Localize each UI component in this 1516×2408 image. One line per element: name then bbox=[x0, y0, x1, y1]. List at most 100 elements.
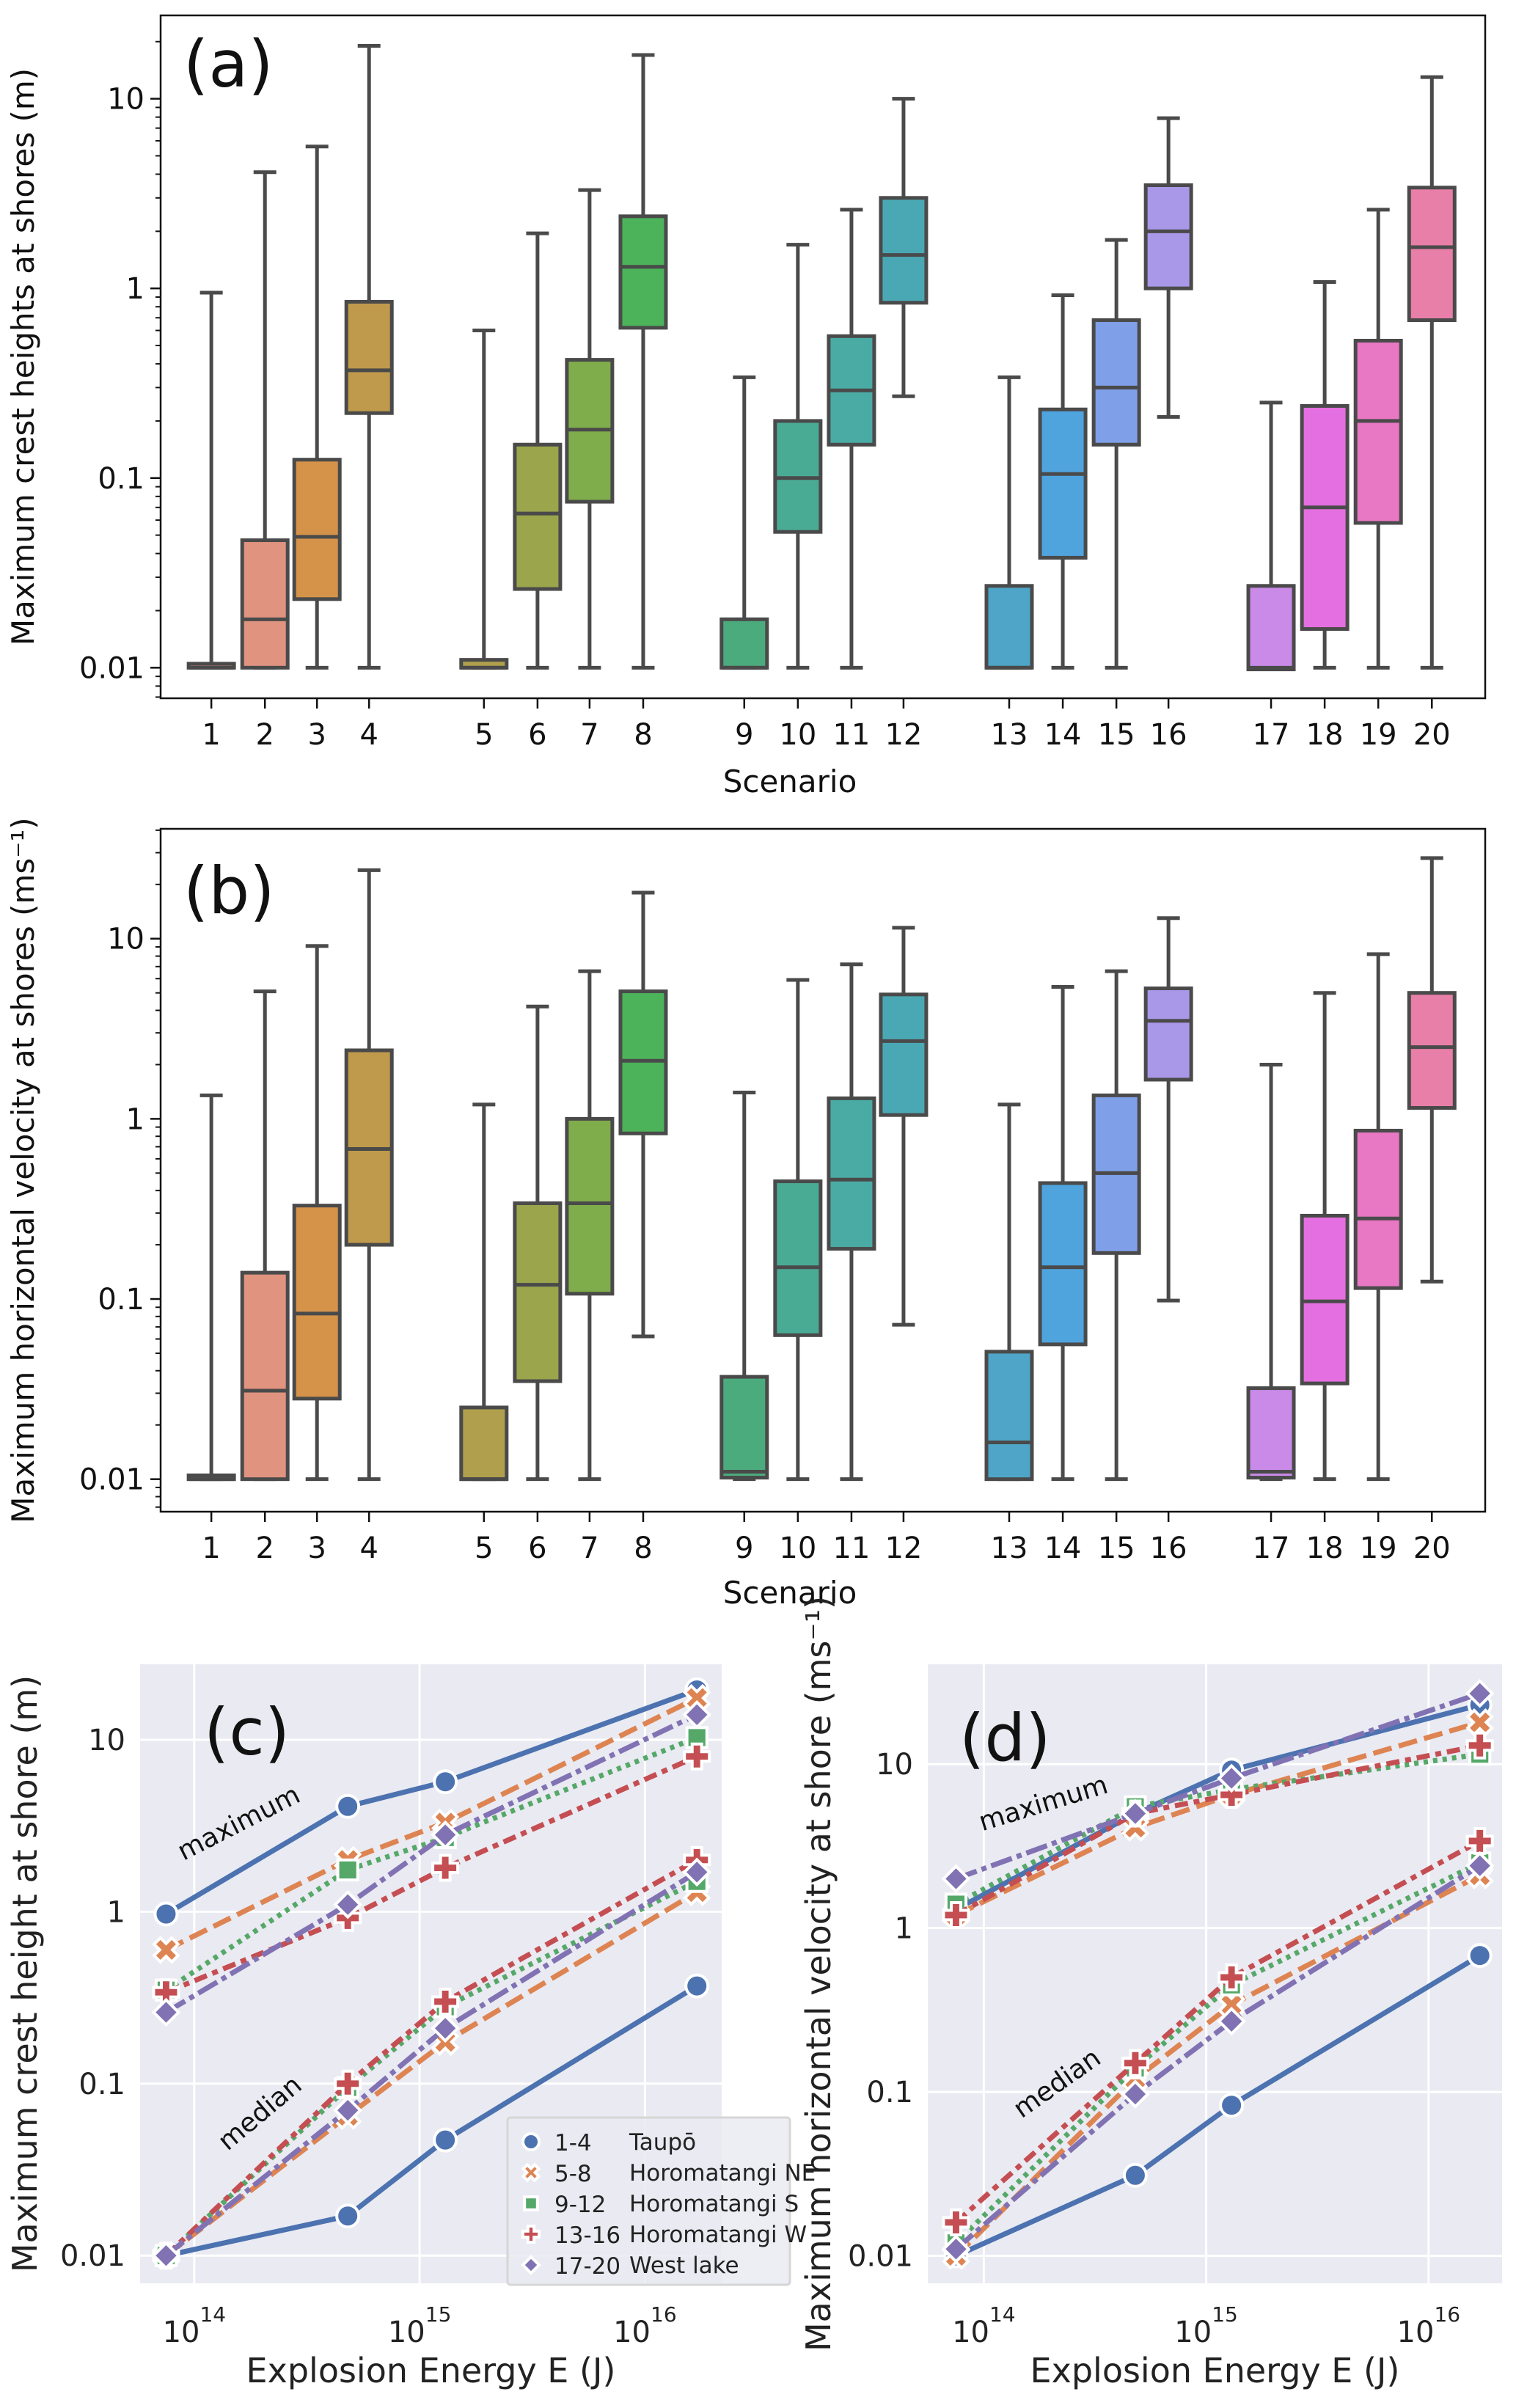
series-line bbox=[955, 1953, 1482, 2258]
x-tick-label: 19 bbox=[1360, 1531, 1397, 1565]
box-scenario-20 bbox=[1407, 856, 1457, 1284]
box bbox=[1091, 318, 1141, 447]
circle-marker bbox=[335, 2203, 361, 2229]
box bbox=[879, 992, 929, 1117]
circle-marker bbox=[153, 1901, 179, 1927]
plus-marker bbox=[683, 1742, 711, 1771]
y-tick-label: 10 bbox=[107, 83, 144, 117]
x-tick-label: 3 bbox=[307, 1531, 326, 1565]
box bbox=[513, 1201, 563, 1383]
box-scenario-7 bbox=[565, 969, 615, 1482]
box bbox=[984, 1350, 1034, 1482]
box-scenario-14 bbox=[1038, 293, 1088, 670]
x-tick-label: 7 bbox=[580, 1531, 598, 1565]
circle-marker bbox=[521, 2132, 541, 2151]
panel-label: (a) bbox=[183, 26, 274, 102]
x-tick-label: 4 bbox=[359, 718, 378, 752]
box bbox=[1038, 1181, 1088, 1347]
y-tick-label: 1 bbox=[126, 272, 144, 306]
legend-item-17-20: 17-20 West lake bbox=[521, 2253, 739, 2280]
x-tick-label: 11 bbox=[832, 1531, 870, 1565]
legend-item-9-12: 9-12 Horomatangi S bbox=[523, 2191, 799, 2218]
box-scenario-18 bbox=[1300, 991, 1350, 1482]
box bbox=[459, 1405, 509, 1482]
plot-area bbox=[928, 1664, 1502, 2283]
box-scenario-9 bbox=[719, 1090, 769, 1482]
y-tick-label: 1 bbox=[895, 1912, 913, 1946]
box bbox=[1038, 407, 1088, 560]
diamond-marker bbox=[1465, 1679, 1495, 1708]
tick-base: 10 bbox=[952, 2316, 989, 2349]
box-scenario-13 bbox=[984, 375, 1034, 670]
series-line bbox=[165, 1983, 699, 2258]
box-scenario-3 bbox=[292, 944, 342, 1482]
plus-marker bbox=[1121, 2049, 1149, 2077]
box-scenario-17 bbox=[1246, 400, 1296, 672]
x-tick-label: 4 bbox=[359, 1531, 378, 1565]
y-tick-label: 0.01 bbox=[848, 2240, 913, 2274]
y-tick-label: 0.01 bbox=[79, 1463, 144, 1497]
box-scenario-4 bbox=[344, 868, 394, 1482]
tick-exponent: 16 bbox=[1434, 2302, 1460, 2327]
x-tick-label: 12 bbox=[885, 718, 922, 752]
tick-base: 10 bbox=[388, 2316, 425, 2349]
x-tick-label: 2 bbox=[255, 718, 274, 752]
box bbox=[1353, 338, 1403, 525]
plus-marker bbox=[942, 2208, 970, 2236]
series-line bbox=[164, 1687, 698, 1917]
series-line bbox=[954, 1873, 1482, 2258]
series-line bbox=[164, 1712, 698, 2015]
box-scenario-7 bbox=[565, 188, 615, 670]
y-axis-label: Maximum horizontal velocity at shore (ms… bbox=[799, 1596, 838, 2352]
box bbox=[827, 1096, 876, 1251]
y-axis-label: Maximum crest heights at shores (m) bbox=[5, 68, 41, 645]
legend-box bbox=[506, 2116, 791, 2286]
box-scenario-1 bbox=[186, 290, 236, 670]
box-scenario-19 bbox=[1353, 952, 1403, 1482]
box bbox=[240, 1270, 290, 1482]
diamond-marker bbox=[431, 1820, 460, 1850]
x-tick-label: 13 bbox=[991, 1531, 1028, 1565]
y-tick-label: 0.1 bbox=[98, 1283, 144, 1317]
box bbox=[1246, 1386, 1296, 1480]
x-tick-label: 3 bbox=[307, 718, 326, 752]
x-tick-label: 1015 bbox=[388, 2302, 452, 2349]
diamond-marker bbox=[1465, 1851, 1495, 1881]
tick-exponent: 16 bbox=[651, 2302, 677, 2327]
box-scenario-16 bbox=[1143, 116, 1193, 419]
box-scenario-12 bbox=[879, 926, 929, 1327]
circle-marker bbox=[1122, 2162, 1148, 2188]
diamond-marker bbox=[333, 1889, 363, 1920]
series-maximum-17-20 bbox=[151, 1699, 712, 2027]
x-tick-label: 10 bbox=[779, 1531, 816, 1565]
box-scenario-19 bbox=[1353, 208, 1403, 670]
tick-base: 10 bbox=[1397, 2316, 1435, 2349]
box-scenario-16 bbox=[1143, 916, 1193, 1303]
box-scenario-2 bbox=[240, 170, 290, 670]
x-tick-label: 17 bbox=[1253, 718, 1290, 752]
box-scenario-15 bbox=[1091, 238, 1141, 670]
series-line bbox=[164, 1695, 698, 1953]
series-line bbox=[164, 1857, 698, 2258]
circle-marker bbox=[684, 1973, 710, 1999]
series-line bbox=[954, 1863, 1482, 2251]
box bbox=[879, 196, 929, 305]
series-line bbox=[164, 1870, 699, 2258]
y-tick-label: 0.01 bbox=[79, 651, 144, 685]
series-line bbox=[955, 1691, 1481, 1881]
diamond-marker bbox=[151, 1997, 181, 2027]
x-tick-label: 11 bbox=[832, 718, 870, 752]
x-marker-shape bbox=[152, 1936, 180, 1964]
box-scenario-12 bbox=[879, 97, 929, 398]
box bbox=[984, 584, 1034, 670]
x-tick-label: 8 bbox=[634, 718, 652, 752]
x-tick-label: 1016 bbox=[613, 2302, 677, 2349]
x-tick-label: 1016 bbox=[1397, 2302, 1461, 2349]
y-tick-label: 10 bbox=[876, 1748, 913, 1782]
series-maximum-17-20 bbox=[941, 1679, 1495, 1894]
diamond-marker bbox=[1121, 2079, 1150, 2109]
diamond-marker bbox=[333, 2096, 363, 2125]
legend-item-1-4: 1-4 Taupō bbox=[521, 2129, 696, 2156]
